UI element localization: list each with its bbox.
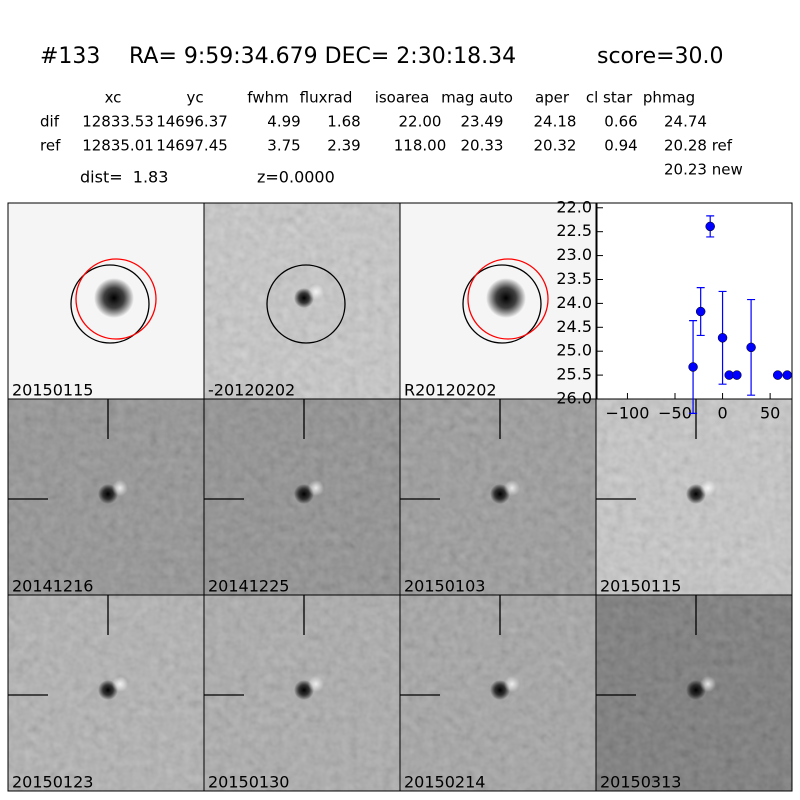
score: score=30.0 [597, 44, 724, 69]
table-cell: 14696.37 [156, 113, 228, 131]
highlight [112, 480, 128, 496]
table-cell: 24.74 [664, 113, 707, 131]
y-tick-label: 25.0 [556, 341, 592, 360]
x-tick-label: −50 [658, 404, 692, 423]
stamp-label: 20150115 [12, 381, 93, 400]
highlight [504, 480, 520, 496]
table-cell: 0.94 [604, 137, 637, 155]
column-header: phmag [643, 89, 695, 107]
candidate-id: #133 [40, 44, 100, 69]
redshift: z=0.0000 [257, 168, 335, 187]
column-header: aper [535, 89, 570, 107]
stamp-label: 20141216 [12, 577, 93, 596]
column-header: mag auto [441, 89, 513, 107]
point [717, 333, 728, 343]
table-cell: 23.49 [461, 113, 504, 131]
aperture [462, 264, 542, 344]
column-header: isoarea [375, 89, 430, 107]
row-label: ref [40, 137, 61, 155]
highlight [700, 676, 716, 692]
stamp-label: 20150214 [404, 773, 485, 792]
stamp-label: 20150115 [600, 577, 681, 596]
point [732, 370, 742, 380]
highlight [504, 676, 520, 692]
table-cell: 3.75 [267, 137, 300, 155]
aperture [70, 264, 150, 344]
column-header: xc [105, 89, 122, 107]
column-header: fluxrad [300, 89, 353, 107]
stamp-border [595, 594, 793, 792]
highlight [308, 676, 324, 692]
coordinates: RA= 9:59:34.679 DEC= 2:30:18.34 [129, 44, 516, 69]
point [705, 221, 715, 232]
y-tick-label: 25.5 [556, 365, 592, 384]
highlight [700, 480, 716, 496]
table-cell: 14697.45 [156, 137, 228, 155]
row-label: dif [40, 113, 60, 131]
stamp-label: R20120202 [404, 381, 497, 400]
stamp-label: 20150313 [600, 773, 681, 792]
y-tick-label: 26.0 [556, 389, 592, 408]
x-tick-label: 0 [717, 404, 727, 423]
y-tick-label: 23.5 [556, 269, 592, 288]
table-cell: 20.33 [461, 137, 504, 155]
highlight [308, 480, 324, 496]
stamp-label: 20150103 [404, 577, 485, 596]
table-cell: 0.66 [604, 113, 637, 131]
point [746, 342, 756, 353]
distance: dist= 1.83 [80, 168, 168, 187]
point [688, 362, 698, 372]
column-header: yc [186, 89, 203, 107]
point [695, 306, 706, 317]
highlight [308, 284, 324, 300]
y-tick-label: 24.0 [556, 293, 592, 312]
y-tick-label: 22.0 [556, 197, 592, 216]
table-cell: 20.28 ref [664, 137, 733, 155]
y-tick-label: 23.0 [556, 245, 592, 264]
x-tick-label: 50 [760, 404, 780, 423]
aperture [266, 264, 346, 344]
phmag-new: 20.23 new [664, 161, 743, 179]
source [486, 278, 526, 318]
table-cell: 20.32 [534, 137, 577, 155]
y-tick-label: 22.5 [556, 221, 592, 240]
point [772, 370, 783, 380]
column-header: cl star [586, 89, 633, 107]
stamp-label: 20150130 [208, 773, 289, 792]
table-cell: 118.00 [394, 137, 447, 155]
point [782, 370, 792, 380]
table-cell: 12833.53 [82, 113, 154, 131]
aperture-ref [467, 258, 549, 340]
table-cell: 22.00 [399, 113, 442, 131]
y-tick-label: 24.5 [556, 317, 592, 336]
source [94, 278, 134, 318]
column-header: fwhm [247, 89, 288, 107]
aperture-ref [75, 258, 157, 340]
table-cell: 2.39 [327, 137, 360, 155]
x-tick-label: −100 [605, 404, 649, 423]
table-cell: 1.68 [327, 113, 360, 131]
stamp-label: -20120202 [208, 381, 295, 400]
stamp-label: 20141225 [208, 577, 289, 596]
highlight [112, 676, 128, 692]
stamp-label: 20150123 [12, 773, 93, 792]
table-cell: 24.18 [534, 113, 577, 131]
table-cell: 12835.01 [82, 137, 154, 155]
table-cell: 4.99 [267, 113, 300, 131]
